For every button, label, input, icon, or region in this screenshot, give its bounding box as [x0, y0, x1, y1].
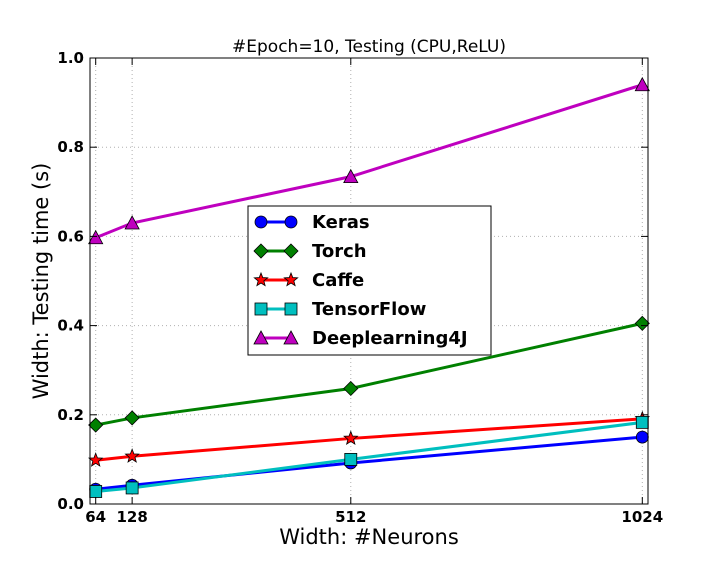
legend-marker-caffe	[253, 271, 269, 287]
y-tick-label: 0.8	[57, 138, 84, 156]
series-line-torch	[95, 321, 643, 427]
series-line-tensorflow	[95, 420, 643, 494]
legend-marker-tensorflow	[254, 302, 268, 316]
x-axis-label: Width: #Neurons	[279, 525, 459, 549]
series-keras	[89, 430, 649, 496]
y-tick-label: 0.4	[57, 317, 84, 335]
data-point-torch	[88, 417, 104, 433]
legend-marker-torch	[283, 243, 299, 259]
legend-marker-keras	[254, 215, 268, 229]
data-point-caffe	[343, 430, 359, 445]
series-torch	[88, 315, 650, 433]
data-point-deeplearning4j	[88, 229, 104, 245]
data-point-torch	[343, 380, 359, 397]
y-tick-label: 1.0	[57, 49, 84, 67]
legend-label-tensorflow: TensorFlow	[312, 299, 426, 320]
legend-marker-caffe	[283, 271, 299, 287]
data-point-torch	[634, 315, 650, 331]
data-point-torch	[124, 410, 140, 426]
data-point-caffe	[87, 452, 104, 467]
y-tick-label: 0.2	[57, 406, 84, 424]
y-tick-label: 0.6	[57, 227, 84, 245]
x-tick-label: 512	[335, 508, 366, 526]
data-point-deeplearning4j	[634, 76, 650, 92]
series-tensorflow	[89, 415, 649, 498]
y-axis-label: Width: Testing time (s)	[29, 163, 53, 400]
legend-marker-deeplearning4j	[253, 330, 269, 345]
chart-title: #Epoch=10, Testing (CPU,ReLU)	[232, 37, 506, 57]
legend-label-torch: Torch	[312, 241, 367, 262]
plot-series	[87, 76, 651, 498]
series-deeplearning4j	[88, 76, 650, 245]
legend-label-keras: Keras	[312, 212, 370, 233]
data-point-keras	[635, 430, 649, 444]
legend-marker-tensorflow	[284, 302, 298, 316]
plot-frame	[89, 57, 649, 505]
data-point-tensorflow	[344, 452, 358, 466]
data-point-tensorflow	[89, 485, 103, 498]
legend: Keras Torch Caffe TensorFlow Deeplearning4J	[247, 205, 492, 356]
data-point-deeplearning4j	[343, 168, 359, 184]
legend-marker-torch	[253, 243, 269, 259]
legend-marker-keras	[284, 215, 298, 229]
series-line-deeplearning4j	[95, 83, 643, 240]
x-tick-label: 64	[85, 508, 106, 526]
legend-marker-deeplearning4j	[283, 330, 299, 345]
y-tick-label: 0.0	[57, 495, 84, 513]
data-point-caffe	[124, 448, 140, 463]
data-point-deeplearning4j	[124, 215, 140, 230]
data-point-tensorflow	[635, 415, 649, 429]
axis-ticks: 64 128 512 1024 0.0 0.2 0.4 0.6 0.8 1.0	[57, 49, 663, 526]
x-tick-label: 128	[116, 508, 147, 526]
data-point-tensorflow	[125, 481, 139, 495]
legend-label-deeplearning4j: Deeplearning4J	[312, 328, 468, 349]
x-tick-label: 1024	[621, 508, 663, 526]
series-line-caffe	[95, 417, 643, 462]
legend-label-caffe: Caffe	[312, 270, 364, 291]
